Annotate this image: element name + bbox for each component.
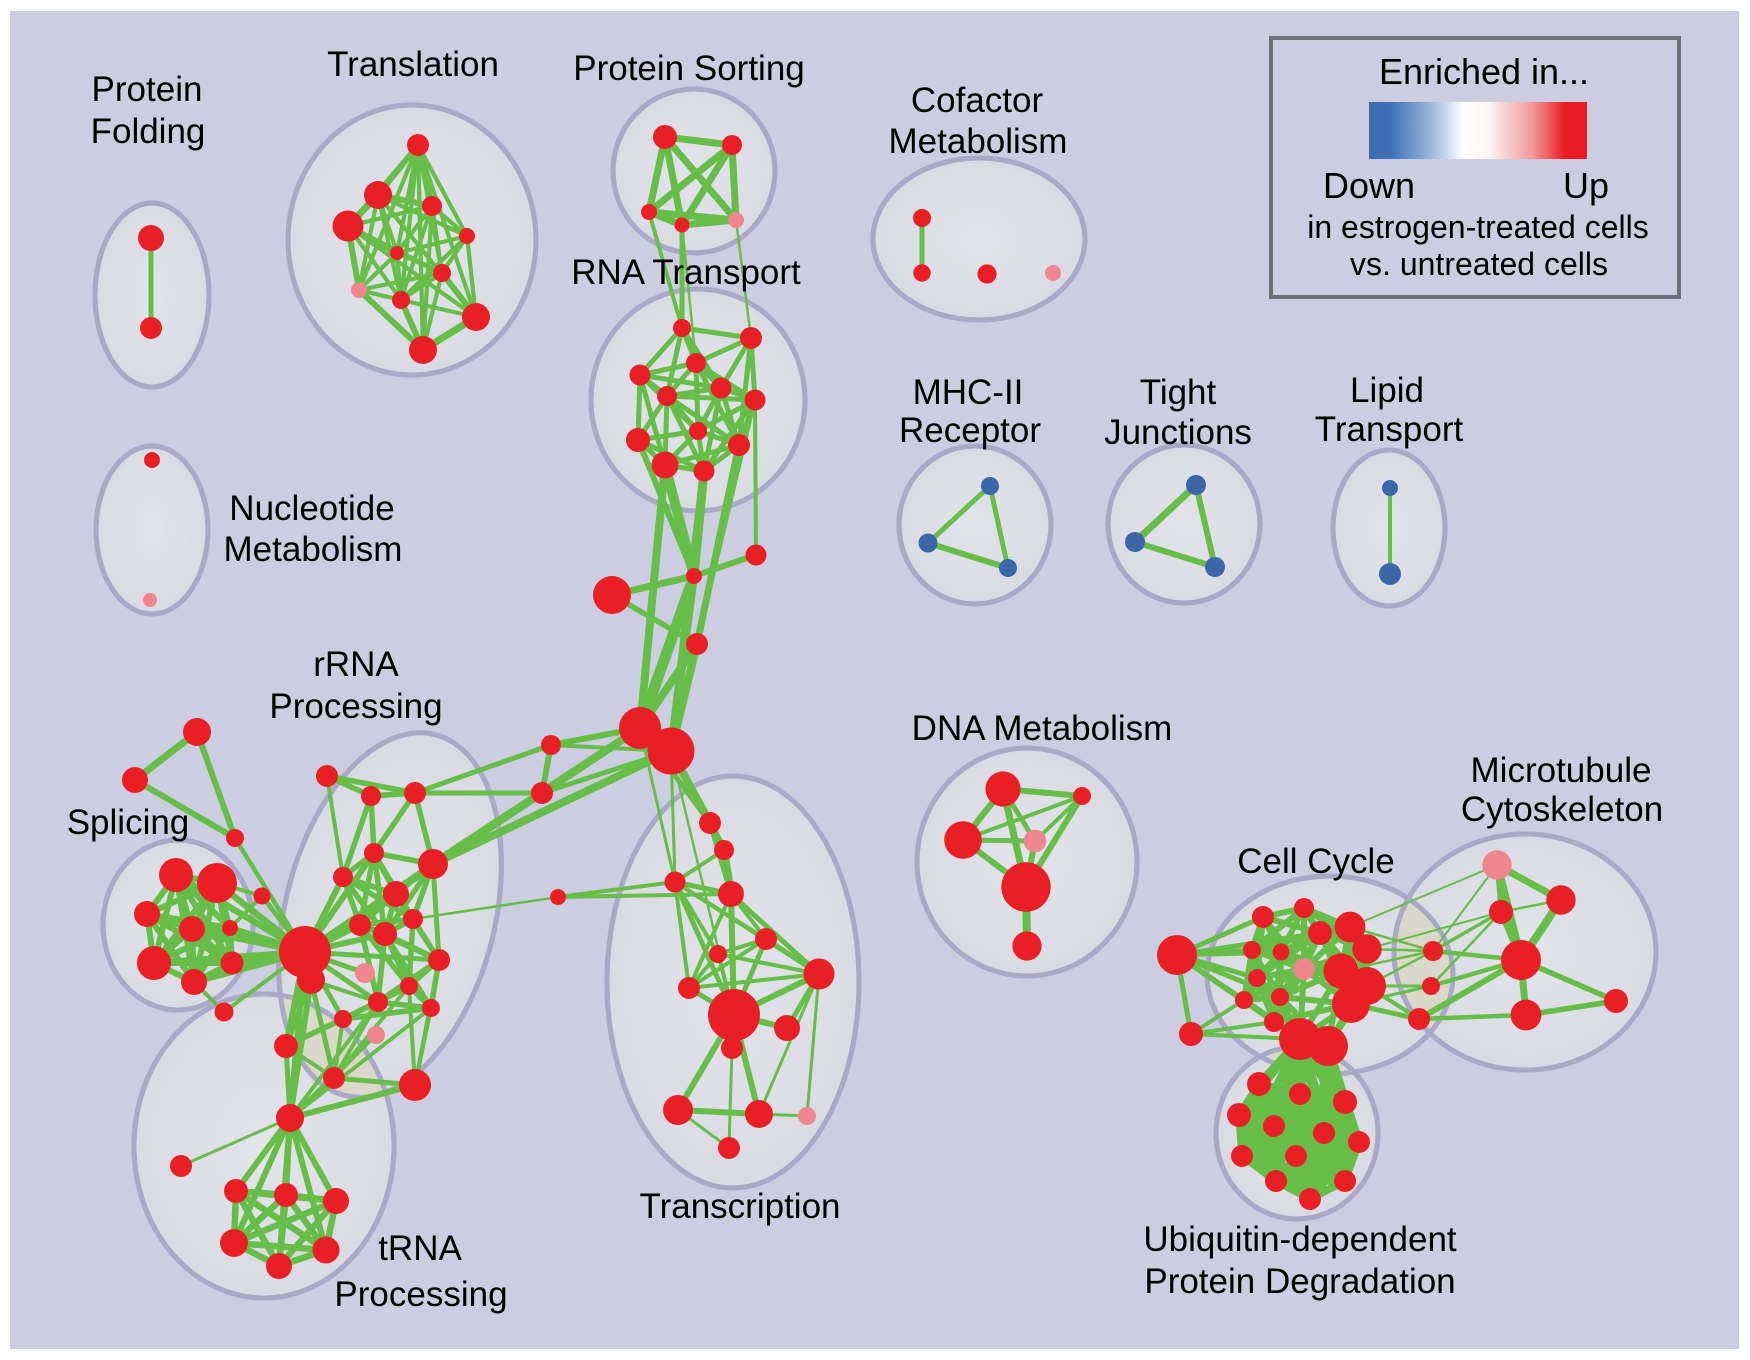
- svg-text:Transport: Transport: [1315, 410, 1464, 449]
- svg-text:Protein Degradation: Protein Degradation: [1144, 1262, 1455, 1301]
- svg-text:Protein Sorting: Protein Sorting: [573, 49, 805, 88]
- svg-text:Metabolism: Metabolism: [224, 530, 403, 569]
- svg-text:Tight: Tight: [1140, 373, 1217, 412]
- svg-text:rRNA: rRNA: [313, 645, 399, 684]
- svg-text:Enriched in...: Enriched in...: [1379, 51, 1589, 92]
- svg-text:Ubiquitin-dependent: Ubiquitin-dependent: [1143, 1220, 1457, 1259]
- svg-text:Lipid: Lipid: [1350, 371, 1424, 410]
- svg-text:Nucleotide: Nucleotide: [229, 489, 394, 528]
- svg-text:Microtubule: Microtubule: [1471, 751, 1652, 790]
- svg-text:Protein: Protein: [92, 70, 203, 109]
- svg-text:Cell Cycle: Cell Cycle: [1237, 842, 1395, 881]
- svg-text:MHC-II: MHC-II: [913, 373, 1024, 412]
- svg-text:Processing: Processing: [334, 1275, 507, 1314]
- svg-text:Junctions: Junctions: [1104, 413, 1252, 452]
- svg-text:Up: Up: [1563, 165, 1609, 206]
- svg-text:DNA Metabolism: DNA Metabolism: [912, 709, 1173, 748]
- svg-text:Transcription: Transcription: [640, 1187, 841, 1226]
- svg-text:Metabolism: Metabolism: [889, 122, 1068, 161]
- svg-text:Folding: Folding: [91, 112, 206, 151]
- svg-text:RNA Transport: RNA Transport: [571, 253, 801, 292]
- svg-text:Receptor: Receptor: [899, 411, 1041, 450]
- svg-text:in estrogen-treated cells: in estrogen-treated cells: [1307, 209, 1649, 245]
- svg-text:Processing: Processing: [269, 687, 442, 726]
- svg-text:Splicing: Splicing: [67, 803, 190, 842]
- svg-text:Cytoskeleton: Cytoskeleton: [1461, 790, 1663, 829]
- svg-text:vs. untreated cells: vs. untreated cells: [1350, 246, 1608, 282]
- svg-text:Cofactor: Cofactor: [911, 81, 1044, 120]
- svg-text:Translation: Translation: [327, 45, 499, 84]
- svg-text:tRNA: tRNA: [378, 1229, 462, 1268]
- svg-text:Down: Down: [1323, 165, 1415, 206]
